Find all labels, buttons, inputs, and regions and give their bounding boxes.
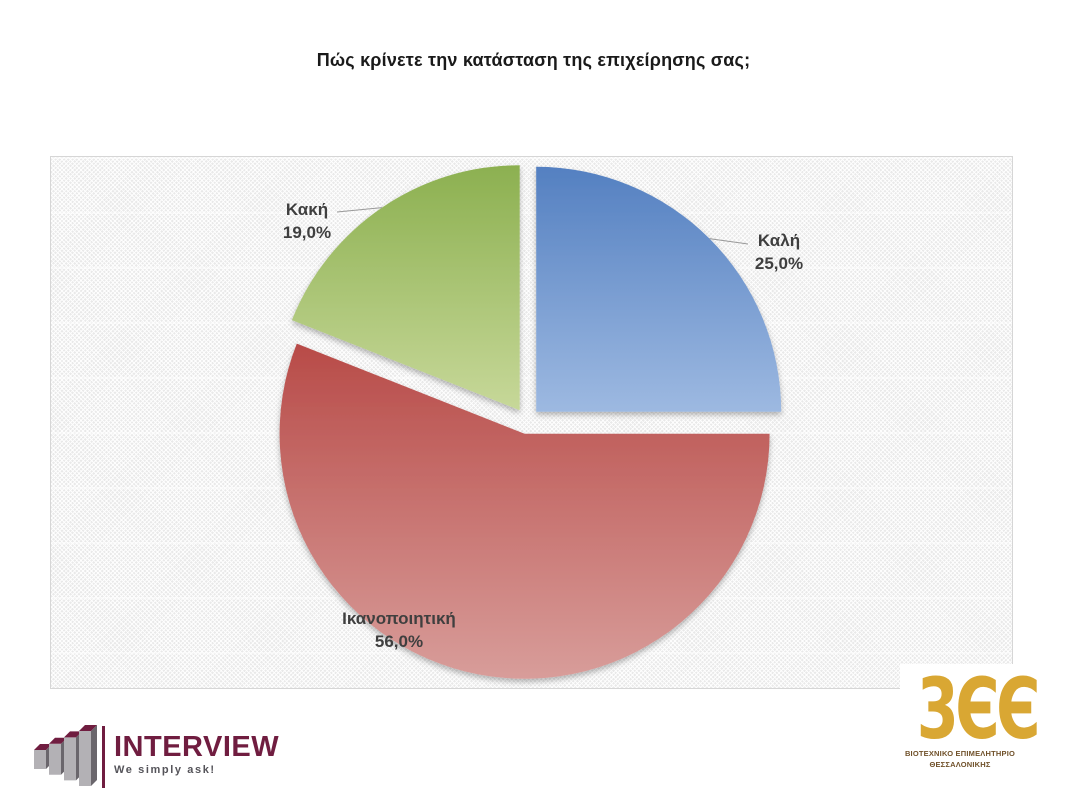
chart-title: Πώς κρίνετε την κατάσταση της επιχείρηση… — [316, 50, 751, 70]
beth-monogram: 3ЄЄ — [916, 660, 1041, 758]
data-label-category: Ικανοποιητική — [342, 609, 456, 628]
interview-logo: INTERVIEW We simply ask! — [30, 720, 280, 792]
data-label-value: 56,0% — [374, 632, 424, 651]
beth-org-name-line2: ΘΕΣΣΑΛΟΝΙΚΗΣ — [929, 760, 991, 769]
interview-brand-name: INTERVIEW — [114, 731, 280, 763]
data-label-category: Καλή — [757, 231, 801, 250]
data-label-kali: Καλή 25,0% — [729, 229, 829, 275]
data-label-ikanopoiitiki: Ικανοποιητική 56,0% — [319, 607, 479, 653]
data-label-category: Κακή — [285, 200, 329, 219]
data-label-value: 25,0% — [754, 254, 804, 273]
pie-slice-0 — [536, 166, 782, 412]
data-label-value: 19,0% — [282, 223, 332, 242]
pie-slice-1 — [279, 343, 770, 679]
data-label-kaki: Κακή 19,0% — [257, 198, 357, 244]
logo-divider — [102, 726, 105, 788]
interview-tagline: We simply ask! — [114, 764, 216, 776]
beth-org-name-line1: ΒΙΟΤΕΧΝΙΚΟ ΕΠΙΜΕΛΗΤΗΡΙΟ — [904, 749, 1016, 758]
pie-slice-2 — [291, 165, 520, 411]
label-leader-line-2 — [336, 207, 383, 213]
bar-chart-3d-icon — [34, 725, 97, 786]
label-leader-line-0 — [709, 238, 749, 245]
beth-chamber-logo: 3ЄЄ ΒΙΟΤΕΧΝΙΚΟ ΕΠΙΜΕΛΗΤΗΡΙΟ ΘΕΣΣΑΛΟΝΙΚΗΣ — [900, 660, 1041, 800]
